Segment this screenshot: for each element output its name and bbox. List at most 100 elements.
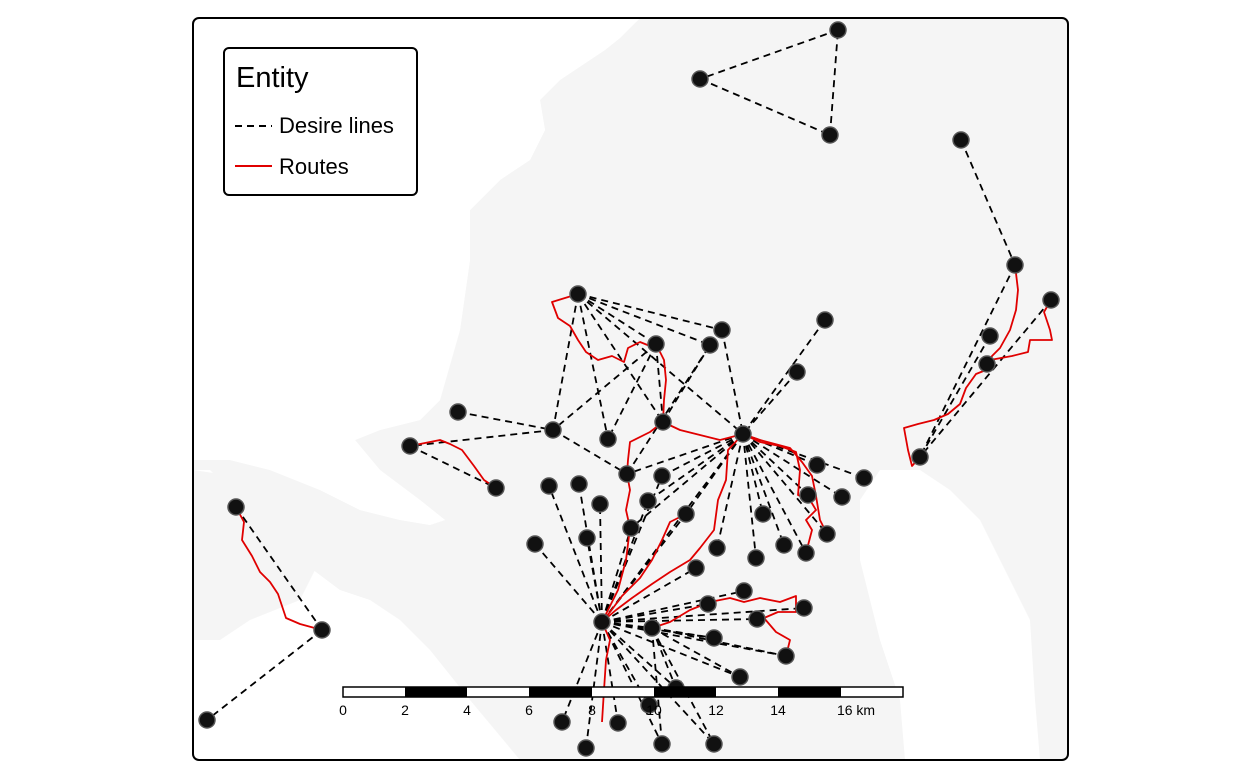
location-point — [570, 475, 588, 493]
desire-line — [601, 621, 677, 689]
location-point — [578, 529, 596, 547]
scale-label-12: 12 — [708, 702, 724, 718]
location-point — [487, 479, 505, 497]
location-point — [643, 619, 661, 637]
desire-line — [548, 485, 603, 623]
location-point — [833, 488, 851, 506]
location-point — [540, 477, 558, 495]
desire-line — [742, 433, 865, 479]
location-point — [553, 713, 571, 731]
location-point — [654, 413, 672, 431]
desire-line — [716, 433, 744, 549]
location-point — [911, 448, 929, 466]
desire-line — [742, 433, 828, 535]
desire-line — [457, 411, 554, 431]
map-frame — [192, 17, 1069, 761]
scale-label-10: 10 — [646, 702, 662, 718]
location-point — [775, 536, 793, 554]
location-point — [1042, 291, 1060, 309]
location-point — [705, 629, 723, 647]
location-point — [593, 613, 611, 631]
route-line — [655, 343, 667, 423]
scale-bar-segment — [778, 687, 841, 697]
desire-line — [699, 29, 839, 80]
location-point — [198, 711, 216, 729]
desire-line — [601, 590, 745, 623]
desire-line — [601, 475, 663, 623]
desire-line — [742, 433, 843, 498]
route-line — [601, 473, 631, 623]
route-line — [601, 621, 611, 723]
desire-line — [577, 293, 664, 423]
route-line — [651, 595, 797, 657]
route-line — [601, 433, 744, 623]
location-point — [569, 285, 587, 303]
desire-line — [552, 429, 628, 475]
desire-line — [577, 293, 723, 331]
desire-line — [601, 621, 741, 678]
desire-line — [601, 513, 687, 623]
location-point — [591, 495, 609, 513]
location-point — [653, 467, 671, 485]
route-line — [742, 433, 817, 554]
desire-line — [601, 618, 758, 623]
location-point — [795, 599, 813, 617]
location-point — [449, 403, 467, 421]
desire-line — [599, 503, 603, 623]
route-line — [409, 439, 497, 489]
location-point — [691, 70, 709, 88]
location-point — [401, 437, 419, 455]
scale-bar-segment — [405, 687, 467, 697]
location-point — [734, 425, 752, 443]
location-point — [821, 126, 839, 144]
desire-line — [601, 621, 619, 724]
location-point — [701, 336, 719, 354]
route-line — [626, 421, 664, 475]
location-point — [577, 739, 595, 757]
legend-box — [223, 47, 418, 196]
route-line — [235, 506, 323, 631]
desire-line — [630, 433, 744, 529]
location-point — [622, 519, 640, 537]
desire-line — [742, 433, 809, 496]
location-point — [227, 498, 245, 516]
routes-layer — [235, 264, 1053, 723]
route-line — [662, 421, 744, 441]
desire-line — [721, 329, 744, 435]
location-point — [829, 21, 847, 39]
location-point — [639, 492, 657, 510]
desire-line — [577, 293, 609, 440]
desire-line — [206, 629, 323, 721]
desire-line — [661, 433, 744, 477]
desire-line — [829, 29, 839, 136]
location-point — [788, 363, 806, 381]
route-line — [551, 293, 657, 363]
desire-line — [647, 433, 744, 502]
location-point — [808, 456, 826, 474]
location-point — [735, 582, 753, 600]
desire-line — [601, 621, 715, 745]
desire-line — [742, 433, 785, 546]
location-point — [1006, 256, 1024, 274]
location-point — [818, 525, 836, 543]
legend-title: Entity — [236, 62, 309, 94]
scale-label-0: 0 — [339, 702, 347, 718]
location-point — [799, 486, 817, 504]
desire-line — [552, 343, 657, 431]
desire-line — [235, 506, 323, 631]
location-point — [731, 668, 749, 686]
location-point — [754, 505, 772, 523]
location-point — [677, 505, 695, 523]
desire-line — [655, 343, 664, 423]
scale-bar-outline — [342, 686, 904, 698]
scale-bar-segment — [529, 687, 592, 697]
desire-line — [742, 433, 764, 515]
location-point — [708, 539, 726, 557]
desire-line — [534, 543, 603, 623]
location-point — [797, 544, 815, 562]
desire-line — [626, 433, 744, 475]
desire-line — [960, 139, 1016, 266]
location-point — [713, 321, 731, 339]
desire-line — [601, 603, 709, 623]
